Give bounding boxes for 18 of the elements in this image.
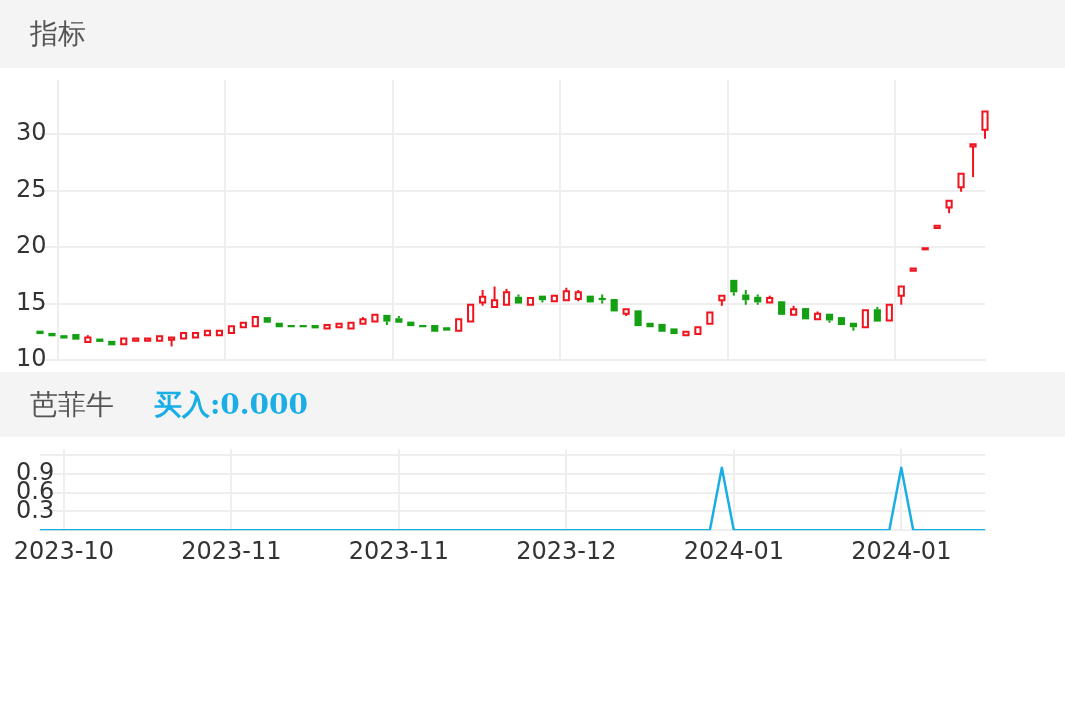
y-tick-label: 30 — [16, 118, 47, 147]
x-tick-label: 2024-01 — [683, 536, 784, 565]
candlestick — [718, 294, 726, 307]
candlestick — [479, 289, 487, 307]
chart-title: 指标 — [30, 16, 86, 52]
x-tick-label: 2023-11 — [181, 536, 282, 565]
chart-title: 芭菲牛 — [30, 386, 114, 423]
candlestick — [730, 279, 738, 297]
y-tick-label: 20 — [16, 231, 47, 260]
x-tick-label: 2023-12 — [516, 536, 617, 565]
y-tick-label: 25 — [16, 174, 47, 203]
y-tick-label: 10 — [16, 344, 47, 373]
x-tick-label: 2023-10 — [13, 536, 115, 565]
candlestick — [969, 143, 977, 179]
text: 买入:0.000 — [154, 386, 309, 423]
y-tick-label: 15 — [16, 287, 47, 316]
x-tick-label: 2023-11 — [348, 536, 449, 565]
x-tick-label: 2024-01 — [851, 536, 952, 565]
